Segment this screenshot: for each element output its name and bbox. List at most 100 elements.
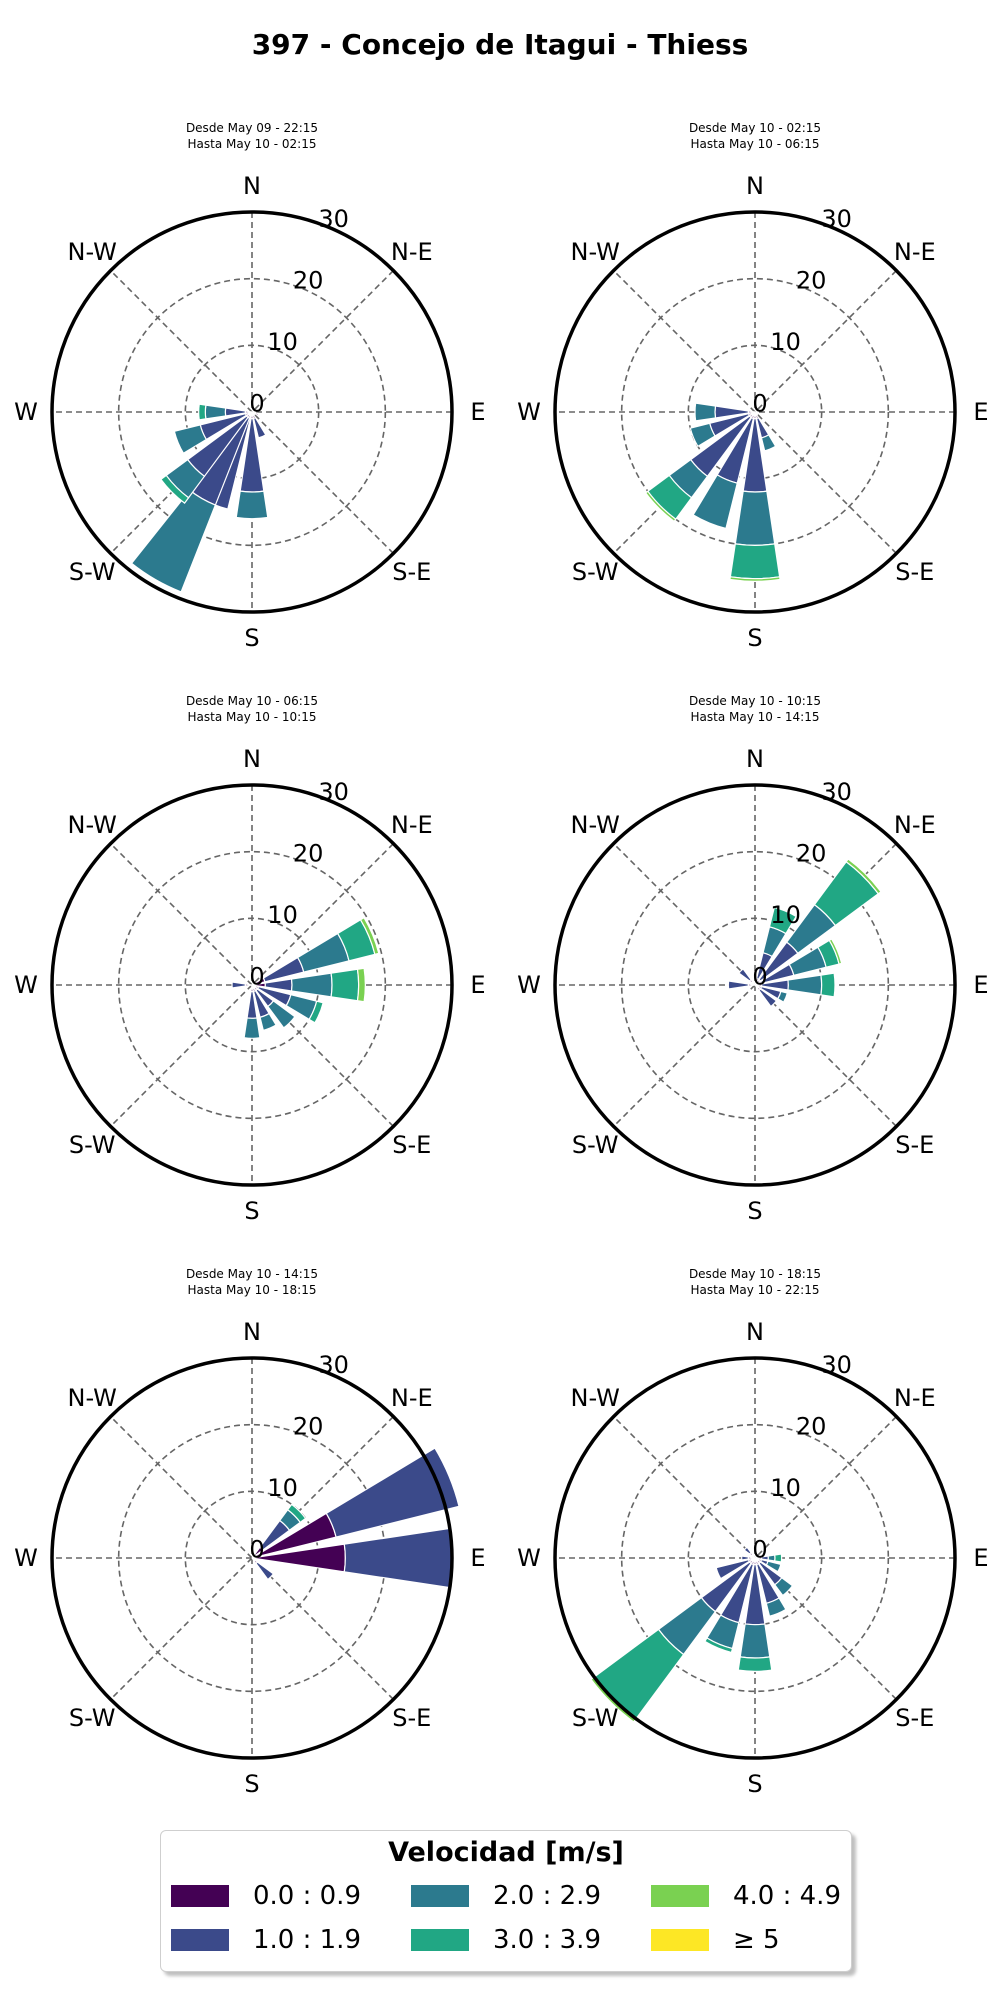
rose-radial-tick-label: 30 xyxy=(821,778,852,806)
rose-bar xyxy=(758,988,778,1008)
rose-radial-tick-label: 20 xyxy=(796,266,827,294)
rose-bar xyxy=(308,1000,324,1024)
rose-grid-ring xyxy=(117,850,387,1120)
legend-item: 1.0 : 1.9 xyxy=(171,1925,361,1955)
rose-direction-label: W xyxy=(14,971,38,999)
rose-direction-label: S xyxy=(747,1770,762,1798)
rose-bar xyxy=(689,422,716,448)
rose-outer-circle xyxy=(553,783,957,1187)
rose-subtitle: Hasta May 10 - 18:15 xyxy=(188,1283,317,1297)
rose-outer-circle xyxy=(50,783,454,1187)
rose-direction-label: S xyxy=(244,624,259,652)
rose-bar xyxy=(259,1012,277,1032)
rose-bar xyxy=(741,1555,750,1561)
rose-direction-label: N xyxy=(243,745,261,773)
rose-direction-label: W xyxy=(517,1544,541,1572)
legend: Velocidad [m/s] 0.0 : 0.9 1.0 : 1.9 2.0 … xyxy=(160,1830,852,1972)
rose-direction-label: S-E xyxy=(895,1131,934,1159)
rose-radial-tick-label: 30 xyxy=(318,778,349,806)
rose-direction-label: W xyxy=(517,398,541,426)
rose-grid-ring xyxy=(620,850,890,1120)
rose-radial-tick-label: 0 xyxy=(249,963,264,991)
legend-swatch xyxy=(171,1929,229,1951)
rose-direction-label: N-W xyxy=(571,1384,620,1412)
rose-radial-tick-label: 0 xyxy=(752,1536,767,1564)
rose-bar xyxy=(787,974,823,996)
rose-direction-label: N-E xyxy=(391,238,433,266)
rose-bar xyxy=(734,490,776,546)
legend-swatch xyxy=(411,1885,469,1907)
rose-subtitle: Desde May 10 - 14:15 xyxy=(186,1267,318,1281)
rose-radial-tick-label: 10 xyxy=(770,1474,801,1502)
rose-direction-label: S-W xyxy=(572,1704,619,1732)
rose-bar xyxy=(235,490,269,520)
rose-bar xyxy=(845,858,882,895)
rose-bar xyxy=(243,1017,261,1039)
rose-bar xyxy=(765,1560,782,1573)
rose-bar xyxy=(737,1656,773,1672)
rose-bar xyxy=(767,1554,776,1562)
rose-bar xyxy=(286,1503,307,1524)
rose-outer-circle xyxy=(50,1356,454,1760)
rose-direction-label: S-E xyxy=(392,558,431,586)
legend-label: ≥ 5 xyxy=(733,1925,780,1955)
rose-subtitle: Hasta May 10 - 10:15 xyxy=(188,710,317,724)
legend-item: 0.0 : 0.9 xyxy=(171,1881,361,1911)
rose-bar xyxy=(743,1546,752,1555)
rose-bar xyxy=(694,402,717,422)
rose-direction-label: W xyxy=(14,1544,38,1572)
rose-direction-label: S xyxy=(747,1197,762,1225)
rose-bar xyxy=(729,576,781,582)
rose-grid-spoke xyxy=(110,270,394,554)
rose-subtitle: Hasta May 10 - 02:15 xyxy=(188,137,317,151)
rose-direction-label: E xyxy=(973,1544,988,1572)
rose-direction-label: S-W xyxy=(572,1131,619,1159)
rose-subtitle: Hasta May 10 - 14:15 xyxy=(691,710,820,724)
rose-grid-ring xyxy=(620,277,890,547)
rose-bar xyxy=(773,1576,794,1597)
rose-subtitle: Hasta May 10 - 06:15 xyxy=(691,137,820,151)
rose-direction-label: S xyxy=(747,624,762,652)
rose-bar xyxy=(820,972,836,998)
rose-direction-label: N xyxy=(746,1318,764,1346)
rose-direction-label: S xyxy=(244,1770,259,1798)
legend-title: Velocidad [m/s] xyxy=(388,1837,624,1868)
rose-direction-label: N-W xyxy=(68,238,117,266)
rose-bar xyxy=(231,981,247,989)
rose-direction-label: S-W xyxy=(572,558,619,586)
legend-swatch xyxy=(171,1885,229,1907)
rose-bar xyxy=(774,1553,783,1563)
rose-bar xyxy=(760,434,777,452)
legend-swatch xyxy=(411,1929,469,1951)
rose-grid-ring xyxy=(117,277,387,547)
rose-bar xyxy=(729,543,781,580)
rose-radial-tick-label: 30 xyxy=(318,205,349,233)
rose-bar xyxy=(267,1000,296,1029)
legend-item: ≥ 5 xyxy=(651,1925,780,1955)
legend-swatch xyxy=(651,1929,709,1951)
rose-bar xyxy=(198,403,207,421)
legend-label: 4.0 : 4.9 xyxy=(733,1881,841,1911)
rose-radial-tick-label: 0 xyxy=(249,390,264,418)
rose-subtitle: Desde May 10 - 10:15 xyxy=(689,694,821,708)
rose-direction-label: E xyxy=(973,398,988,426)
rose-bar xyxy=(765,1597,787,1617)
rose-bar xyxy=(130,489,217,593)
rose-bar xyxy=(325,1447,460,1538)
legend-item: 3.0 : 3.9 xyxy=(411,1925,601,1955)
rose-radial-tick-label: 0 xyxy=(752,963,767,991)
rose-direction-label: E xyxy=(973,971,988,999)
rose-direction-label: S-W xyxy=(69,558,116,586)
rose-radial-tick-label: 10 xyxy=(267,901,298,929)
rose-bar xyxy=(343,1527,453,1589)
rose-subtitle: Hasta May 10 - 22:15 xyxy=(691,1283,820,1297)
rose-radial-tick-label: 0 xyxy=(249,1536,264,1564)
windrose-grid: Desde May 09 - 22:15 Hasta May 10 - 02:15… xyxy=(14,121,988,1798)
rose-direction-label: W xyxy=(14,398,38,426)
rose-direction-label: N-E xyxy=(391,1384,433,1412)
chart-title: 397 - Concejo de Itagui - Thiess xyxy=(251,28,749,61)
legend-swatch xyxy=(651,1885,709,1907)
rose-subtitle: Desde May 09 - 22:15 xyxy=(186,121,318,135)
legend-label: 2.0 : 2.9 xyxy=(493,1881,601,1911)
rose-radial-tick-label: 20 xyxy=(293,1412,324,1440)
